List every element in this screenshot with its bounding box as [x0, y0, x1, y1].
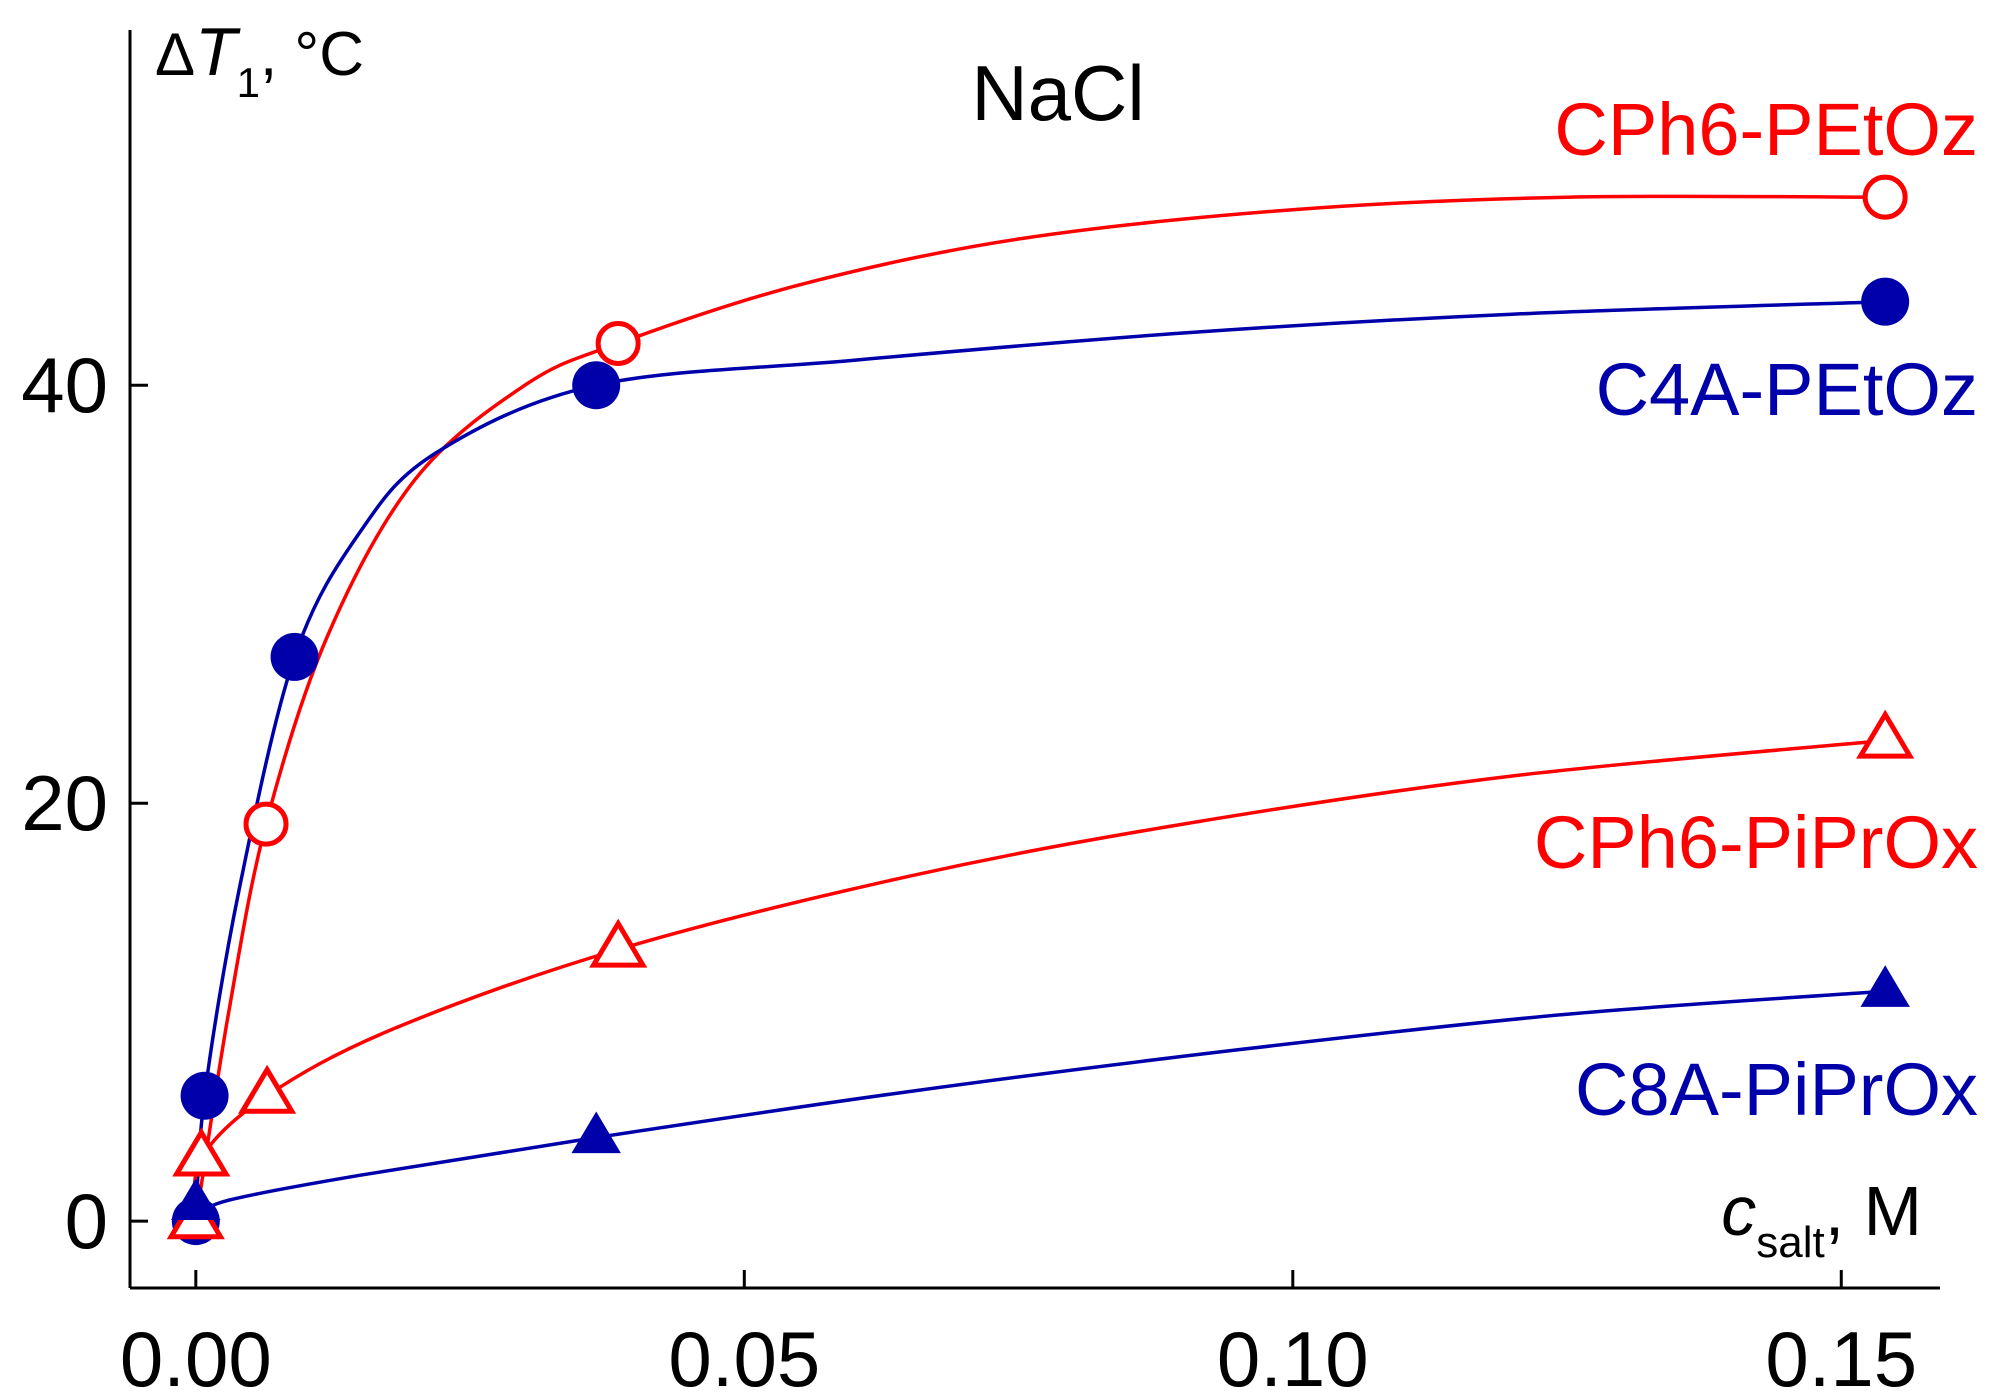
- data-point-cph6-petoz: [243, 801, 289, 847]
- data-point-c4a-petoz: [572, 361, 621, 410]
- y-axis-title-sub: 1: [237, 59, 260, 106]
- data-point-c8a-piprox: [571, 1111, 621, 1154]
- series-label-c8a-piprox: C8A-PiPrOx: [1575, 1048, 1978, 1131]
- y-axis-title-prefix: Δ: [155, 21, 195, 88]
- series-line-c4a-petoz: [194, 299, 1886, 1222]
- y-tick-label: 20: [21, 759, 108, 847]
- data-point-c4a-petoz: [270, 632, 319, 681]
- chart-title: NaCl: [971, 49, 1144, 137]
- ticks: 0.00 0.05 0.10 0.15 0 20 40: [21, 341, 1917, 1400]
- data-point-cph6-petoz: [595, 320, 641, 366]
- data-point-cph6-piprox: [172, 1127, 231, 1177]
- x-axis-title-main: c: [1721, 1172, 1756, 1250]
- y-axis-title-suffix: , °C: [260, 20, 364, 89]
- x-axis-title-sub: salt: [1756, 1218, 1824, 1267]
- axes: [128, 30, 1940, 1290]
- x-axis-title-suffix: , M: [1825, 1172, 1922, 1250]
- data-point-cph6-piprox: [238, 1064, 297, 1114]
- data-point-c4a-petoz: [180, 1071, 229, 1120]
- y-tick-label: 0: [65, 1177, 108, 1265]
- x-axis-title: csalt, M: [1721, 1172, 1922, 1267]
- series-labels: CPh6-PEtOz C4A-PEtOz CPh6-PiPrOx C8A-PiP…: [1534, 88, 1978, 1131]
- series-label-cph6-petoz: CPh6-PEtOz: [1554, 88, 1978, 171]
- data-point-cph6-petoz: [1862, 174, 1908, 220]
- data-point-c8a-piprox: [171, 1178, 221, 1220]
- y-tick-label: 40: [21, 341, 108, 429]
- data-point-c4a-petoz: [1861, 277, 1910, 326]
- x-tick-label: 0.10: [1217, 1315, 1369, 1400]
- data-point-cph6-piprox: [589, 918, 648, 968]
- y-axis-title: ΔT1, °C: [155, 14, 364, 106]
- series-label-c4a-petoz: C4A-PEtOz: [1596, 348, 1978, 431]
- x-tick-label: 0.00: [120, 1315, 272, 1400]
- data-point-c8a-piprox: [1860, 965, 1910, 1007]
- y-axis-title-main: T: [195, 14, 241, 90]
- series-line-c8a-piprox: [194, 989, 1886, 1219]
- data-point-cph6-piprox: [1856, 709, 1915, 759]
- x-tick-label: 0.15: [1765, 1315, 1917, 1400]
- x-tick-label: 0.05: [668, 1315, 820, 1400]
- data-markers: [166, 174, 1915, 1246]
- series-label-cph6-piprox: CPh6-PiPrOx: [1534, 801, 1978, 884]
